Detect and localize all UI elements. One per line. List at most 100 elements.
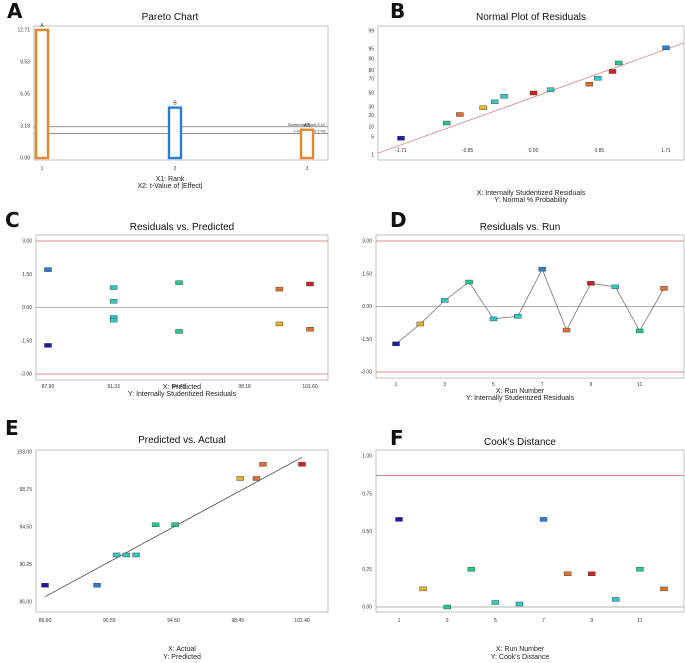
panel-b-ytick: 10: [368, 125, 374, 131]
panel-c-point: [109, 285, 118, 290]
panel-f-point: [443, 604, 451, 610]
panel-e-xlabel: X: Actual: [168, 646, 196, 653]
panel-f-plot-frame: [375, 449, 685, 613]
panel-d-point: [611, 284, 619, 290]
panel-b-ytick: 1: [371, 153, 374, 159]
panel-f-point: [467, 567, 475, 572]
panel-f-xtick: 9: [590, 618, 593, 624]
panel-f-xtick: 3: [446, 618, 449, 624]
panel-d-title: Residuals vs. Run: [480, 222, 561, 233]
panel-f-point: [395, 517, 403, 522]
panel-d-xtick: 3: [443, 382, 446, 388]
panel-d-point: [562, 327, 571, 333]
panel-b-point: [546, 87, 555, 92]
panel-c-xtick: 94.75: [173, 384, 186, 390]
panel-letter-A: A: [7, 0, 23, 23]
panel-e-ytick: 94.50: [19, 525, 32, 531]
panel-f-point: [515, 601, 524, 607]
panel-d-xlabel: X: Run Number: [496, 388, 545, 395]
panel-f-title: Cook's Distance: [484, 437, 556, 448]
panel-c-point: [175, 280, 183, 285]
panel-e-ytick: 90.25: [19, 562, 32, 568]
panel-c-xtick: 101.60: [302, 384, 318, 390]
panel-d-ytick: -1.50: [361, 337, 373, 343]
panel-f-xtick: 7: [542, 618, 545, 624]
panel-c-ytick: -1.50: [21, 338, 33, 344]
panel-letter-C: C: [5, 208, 20, 232]
panel-d-xtick: 7: [541, 382, 544, 388]
panel-b-title: Normal Plot of Residuals: [476, 12, 586, 23]
panel-b-point: [608, 69, 617, 74]
panel-e-title: Predicted vs. Actual: [138, 435, 226, 446]
panel-d-point: [635, 328, 644, 334]
panel-c-point: [306, 327, 314, 332]
panel-c-ytick: 1.50: [22, 272, 32, 278]
panel-b-point: [456, 112, 464, 117]
panel-c-point: [275, 286, 284, 292]
panel-e-point: [171, 522, 179, 527]
panel-b-xtick: 0.85: [594, 148, 604, 154]
panel-a-title: Pareto Chart: [142, 12, 199, 23]
panel-e-xtick: 94.50: [167, 618, 180, 624]
panel-b-ylabel: Y: Normal % Probability: [494, 197, 568, 204]
panel-e-point: [93, 583, 101, 588]
panel-e-point: [112, 552, 121, 558]
panel-e-point: [236, 476, 244, 481]
panel-c-ylabel: Y: Internally Studentized Residuals: [128, 391, 237, 398]
panel-d-ytick: -3.00: [361, 370, 373, 376]
panel-c-point: [275, 321, 284, 327]
panel-b-xtick: -0.85: [462, 148, 474, 154]
panel-a-xtick: 3: [306, 166, 309, 172]
panel-c-xtick: 91.33: [107, 384, 120, 390]
panel-e-point: [151, 522, 160, 527]
panel-d-xtick: 1: [395, 382, 398, 388]
panel-b-ytick: 70: [368, 77, 374, 83]
panel-e-xtick: 98.45: [231, 618, 244, 624]
panel-e-point: [298, 462, 306, 467]
panel-a-ytick: 0.00: [20, 156, 30, 162]
panel-b-fit-line: [377, 42, 685, 154]
panel-a-xtick: 2: [174, 166, 177, 172]
panel-a-ytick: 9.53: [20, 60, 30, 66]
panel-b-xlabel: X: Internally Studentized Residuals: [477, 190, 586, 197]
panel-e-point: [122, 552, 131, 558]
panel-d-point: [514, 314, 522, 319]
panel-f-point: [563, 571, 572, 576]
panel-d-point: [416, 321, 425, 327]
panel-letter-B: B: [390, 0, 405, 23]
panel-a-bar: [167, 106, 183, 160]
panel-b-point: [615, 60, 623, 66]
panel-a-ytick: 6.35: [20, 92, 30, 98]
panel-c-xlabel: X: Predicted: [163, 384, 201, 391]
panel-d-ylabel: Y: Internally Studentized Residuals: [466, 395, 575, 402]
panel-letter-F: F: [390, 426, 404, 450]
panel-f-point: [539, 517, 548, 522]
panel-a-bar: [299, 128, 315, 160]
panel-d-series-line: [395, 268, 665, 345]
panel-d-point: [489, 316, 498, 322]
panel-c-point: [44, 343, 52, 348]
panel-b-xtick: -1.71: [395, 148, 407, 154]
panel-d-point: [441, 298, 449, 303]
panel-c-point: [44, 267, 52, 272]
panel-b-ytick: 20: [368, 113, 374, 119]
panel-d-ytick: 0.00: [362, 304, 372, 310]
panel-e-xtick: 102.40: [294, 618, 310, 624]
panel-e-ylabel: Y: Predicted: [163, 654, 201, 661]
panel-c-point: [306, 281, 314, 287]
panel-f-point: [660, 586, 668, 592]
panel-b-point: [443, 120, 451, 126]
panel-d-xtick: 5: [492, 382, 495, 388]
panel-b-point: [662, 45, 670, 50]
panel-b-ytick: 95: [368, 47, 374, 53]
panel-b-ytick: 90: [368, 56, 374, 62]
panel-letter-D: D: [390, 208, 407, 232]
panel-e-fit-line: [44, 456, 303, 598]
panel-f-ytick: 0.75: [362, 491, 372, 497]
panel-b-plot-frame: [377, 25, 685, 161]
panel-b-ytick: 50: [368, 91, 374, 97]
panel-f-ytick: 0.50: [362, 529, 372, 535]
panel-f-xtick: 5: [494, 618, 497, 624]
panel-a-plot-frame: [33, 25, 329, 161]
panel-d-ytick: 3.00: [362, 239, 372, 245]
